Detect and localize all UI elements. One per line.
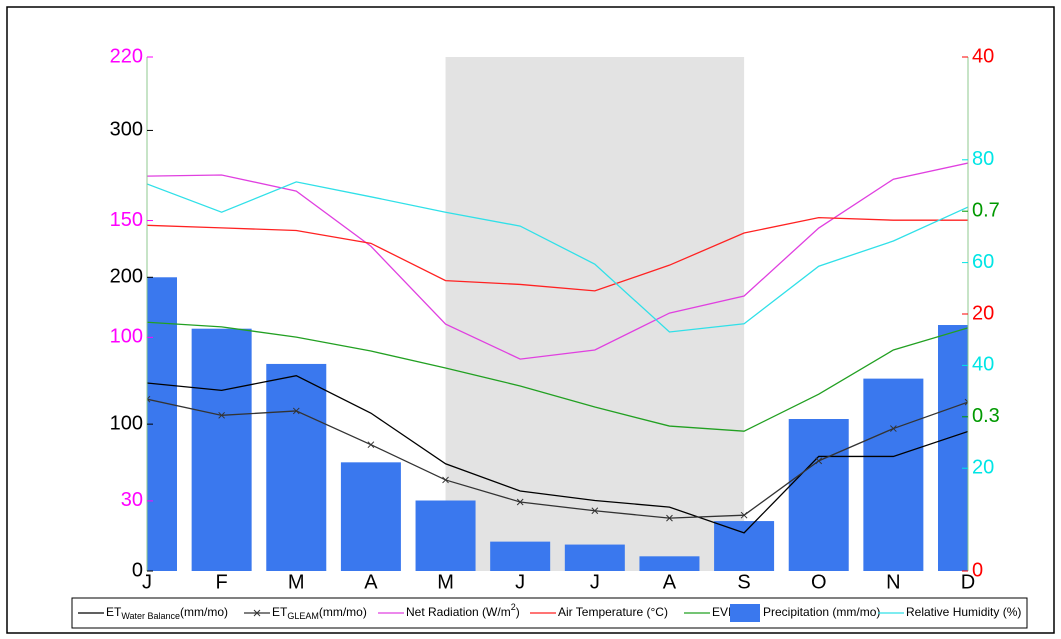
legend-label-part: Net Radiation (W/m — [406, 605, 511, 619]
legend-label-part: GLEAM — [287, 611, 319, 621]
x-tick-label: N — [886, 571, 900, 593]
x-tick-label: M — [288, 571, 305, 593]
x-tick-label: J — [142, 571, 152, 593]
marker — [292, 407, 300, 415]
legend-label-part: ) — [516, 605, 520, 619]
bar — [863, 378, 924, 571]
y-tick-label: 30 — [121, 489, 143, 511]
y-tick-label: 300 — [110, 119, 143, 141]
x-tick-label: F — [216, 571, 228, 593]
legend-label-part: Air Temperature (°C) — [558, 605, 668, 619]
legend-label-part: (mm/mo) — [180, 605, 228, 619]
y-tick-label: 150 — [110, 209, 143, 231]
y-tick-label: 20 — [972, 456, 994, 478]
plot-area — [147, 57, 968, 571]
bar — [714, 521, 775, 571]
legend: ETWater Balance(mm/mo) ETGLEAM(mm/mo) Net … — [78, 602, 1021, 622]
marker — [442, 476, 449, 484]
legend-swatch — [730, 604, 760, 622]
legend-label-part: Relative Humidity (%) — [906, 605, 1021, 619]
y-tick-label: 100 — [110, 326, 143, 348]
bar — [564, 544, 625, 571]
legend-label: Net Radiation (W/m2) — [406, 602, 520, 619]
marker — [367, 441, 375, 449]
bar — [340, 462, 401, 571]
x-tick-label: S — [737, 571, 750, 593]
legend-label-part: ET — [272, 605, 288, 619]
y-tick-label: 100 — [110, 412, 143, 434]
y-tick-label: 40 — [972, 354, 994, 376]
y-tick-label: 220 — [110, 45, 143, 67]
legend-label: ETGLEAM(mm/mo) — [272, 605, 367, 621]
legend-marker — [253, 609, 261, 617]
marker — [516, 498, 524, 506]
legend-label: Precipitation (mm/mo) — [763, 605, 880, 619]
x-tick-label: A — [663, 571, 677, 593]
y-tick-label: 60 — [972, 251, 994, 273]
x-tick-label: J — [515, 571, 525, 593]
y-tick-label: 40 — [972, 45, 994, 67]
frame — [6, 6, 1055, 634]
y-tick-label: 200 — [110, 266, 143, 288]
x-tick-label: D — [961, 571, 975, 593]
line — [147, 162, 968, 360]
y-tick-label: 20 — [972, 302, 994, 324]
line — [147, 216, 968, 292]
legend-label: Relative Humidity (%) — [906, 605, 1021, 619]
x-tick-label: A — [364, 571, 378, 593]
y-tick-label: 0 — [972, 559, 983, 581]
legend-label: ETWater Balance(mm/mo) — [106, 605, 228, 621]
line — [147, 398, 968, 519]
bar — [938, 325, 968, 571]
legend-label: EVI — [712, 605, 731, 619]
x-tick-label: J — [590, 571, 600, 593]
line — [147, 321, 968, 432]
shaded-period — [445, 57, 745, 571]
marker — [591, 507, 599, 515]
bar — [490, 541, 551, 571]
marker — [964, 398, 968, 406]
bar — [266, 363, 327, 571]
bar — [788, 419, 849, 571]
marker — [147, 395, 151, 403]
bar — [415, 500, 476, 571]
legend-label-part: 2 — [511, 602, 516, 612]
marker — [218, 411, 225, 419]
legend-label-part: EVI — [712, 605, 731, 619]
y-tick-label: 80 — [972, 148, 994, 170]
x-tick-label: O — [811, 571, 827, 593]
bar — [191, 328, 252, 571]
x-tick-label: M — [437, 571, 454, 593]
legend-label-part: Precipitation (mm/mo) — [763, 605, 880, 619]
marker — [740, 511, 748, 519]
y-tick-label: 0.7 — [972, 199, 1000, 221]
legend-label-part: ET — [106, 605, 122, 619]
legend-label-part: (mm/mo) — [319, 605, 367, 619]
overlay: 0 100 200 300 30 100 150 220 0 20 40 20 40 60 80 0.3 0.7… — [110, 45, 1000, 593]
line — [147, 374, 968, 534]
line — [147, 181, 968, 333]
bar — [639, 556, 700, 571]
legend-label: Air Temperature (°C) — [558, 605, 668, 619]
marker — [890, 425, 897, 432]
y-tick-label: 0 — [132, 559, 143, 581]
marker — [666, 514, 673, 522]
legend-label-part: Water Balance — [121, 611, 180, 621]
marker — [815, 457, 823, 465]
y-tick-label: 0.3 — [972, 405, 1000, 427]
